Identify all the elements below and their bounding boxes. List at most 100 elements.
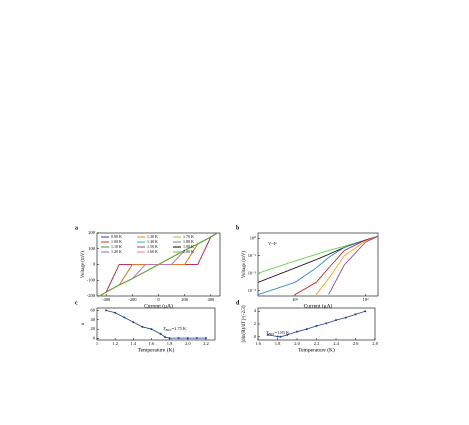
x-tick-label: 1 — [96, 341, 98, 346]
data-point — [315, 324, 318, 327]
data-point — [296, 330, 298, 333]
axes-frame — [257, 307, 376, 341]
data-point — [168, 337, 171, 340]
y-tick-label: 2 — [254, 321, 256, 326]
annotation-subscript: BKT — [166, 328, 172, 332]
x-tick-label: 1.6 — [255, 341, 261, 346]
x-tick-label: 2.6 — [353, 341, 359, 346]
data-point — [186, 337, 189, 340]
legend-label: 1.50 K — [147, 244, 158, 249]
x-tick-label: 1.4 — [130, 341, 136, 346]
x-tick-label: 2.2 — [203, 341, 209, 346]
x-tick-label: 400 — [207, 297, 215, 302]
x-tick-label: 2.4 — [333, 341, 339, 346]
data-point — [204, 337, 207, 340]
y-tick-label: -100 — [87, 277, 96, 282]
annotation-text: =1.83 K — [275, 330, 291, 335]
axes-frame — [96, 307, 216, 341]
legend-label: 2.00 K — [183, 249, 194, 254]
data-point — [344, 316, 347, 319]
annotation-text: =1.75 K — [172, 326, 188, 331]
data-line — [328, 235, 379, 295]
y-axis-label: Voltage (mV) — [81, 251, 86, 279]
data-point — [335, 319, 337, 322]
legend-label: 1.90 K — [183, 244, 194, 249]
y-tick-label: 0 — [93, 336, 96, 341]
legend-label: 1.00 K — [111, 239, 122, 244]
x-axis-label: Temperature (K) — [298, 346, 335, 353]
annotation-symbol: T — [163, 326, 166, 331]
panel-label: c — [75, 300, 78, 306]
x-tick-label: 10² — [292, 297, 299, 302]
y-tick-label: 10⁰ — [250, 235, 257, 240]
legend-label: 1.60 K — [147, 249, 158, 254]
legend-label: 1.30 K — [147, 234, 158, 239]
y-tick-label: 10⁻³ — [248, 288, 257, 293]
legend-label: 1.40 K — [147, 239, 158, 244]
x-tick-label: 2.0 — [185, 341, 191, 346]
axes-frame — [257, 232, 379, 297]
data-point — [164, 336, 167, 339]
data-point — [266, 333, 269, 336]
annotation-subscript: BKT — [269, 332, 275, 336]
x-tick-label: 0 — [157, 297, 160, 302]
data-point — [105, 309, 108, 312]
x-tick-label: 1.8 — [167, 341, 173, 346]
data-point — [177, 337, 180, 340]
annotation-symbol: T — [266, 330, 269, 335]
x-tick-label: 1.6 — [149, 341, 155, 346]
legend-label: 0.90 K — [111, 234, 122, 239]
data-point — [150, 328, 153, 331]
y-tick-label: 20 — [91, 326, 96, 331]
y-tick-label: -200 — [87, 293, 96, 298]
data-point — [123, 316, 126, 319]
y-tick-label: 4 — [254, 308, 257, 313]
data-point — [114, 311, 117, 314]
panel-label: d — [236, 300, 240, 306]
data-point — [286, 333, 289, 336]
legend-label: 1.80 K — [183, 239, 194, 244]
x-tick-label: 1.8 — [275, 341, 281, 346]
data-point — [141, 325, 144, 328]
x-tick-label: 10³ — [363, 297, 370, 302]
data-point — [195, 337, 198, 340]
x-tick-label: -400 — [102, 297, 111, 302]
x-tick-label: 2.8 — [372, 341, 378, 346]
data-point — [159, 332, 162, 335]
data-line — [105, 309, 206, 339]
x-axis-label: Current (μA) — [144, 302, 173, 309]
y-tick-label: 10⁻² — [248, 270, 257, 275]
legend-label: 1.70 K — [183, 234, 194, 239]
legend-label: 1.20 K — [111, 249, 122, 254]
data-point — [325, 322, 328, 325]
data-line — [294, 235, 379, 295]
data-point — [276, 335, 279, 338]
y-tick-label: 100 — [88, 246, 96, 251]
panel-label: a — [75, 225, 78, 231]
x-tick-label: -200 — [128, 297, 137, 302]
y-tick-label: 60 — [91, 307, 96, 312]
y-tick-label: 0 — [254, 334, 257, 339]
panel-label: b — [236, 225, 240, 231]
data-point — [364, 310, 367, 313]
data-line — [99, 232, 218, 297]
x-axis-label: Current (μA) — [304, 302, 333, 309]
data-point — [132, 321, 135, 324]
x-tick-label: 1.2 — [112, 341, 118, 346]
y-tick-label: 40 — [91, 317, 96, 322]
y-axis-label: [dln(R)/dT]^(-2/3) — [242, 305, 247, 342]
annotation: TBKT=1.75 K — [163, 326, 187, 332]
annotation: TBKT=1.83 K — [266, 330, 290, 336]
x-axis-label: Temperature (K) — [138, 346, 175, 353]
y-axis-label: Voltage (mV) — [242, 251, 247, 279]
annotation: V~I³ — [268, 241, 277, 246]
y-axis-label: a — [81, 322, 86, 325]
y-tick-label: 10⁻¹ — [248, 253, 257, 258]
legend-label: 1.10 K — [111, 244, 122, 249]
x-tick-label: 2.0 — [294, 341, 300, 346]
data-point — [354, 313, 357, 316]
x-tick-label: 2.2 — [314, 341, 320, 346]
data-point — [305, 328, 308, 331]
data-point — [279, 335, 282, 338]
